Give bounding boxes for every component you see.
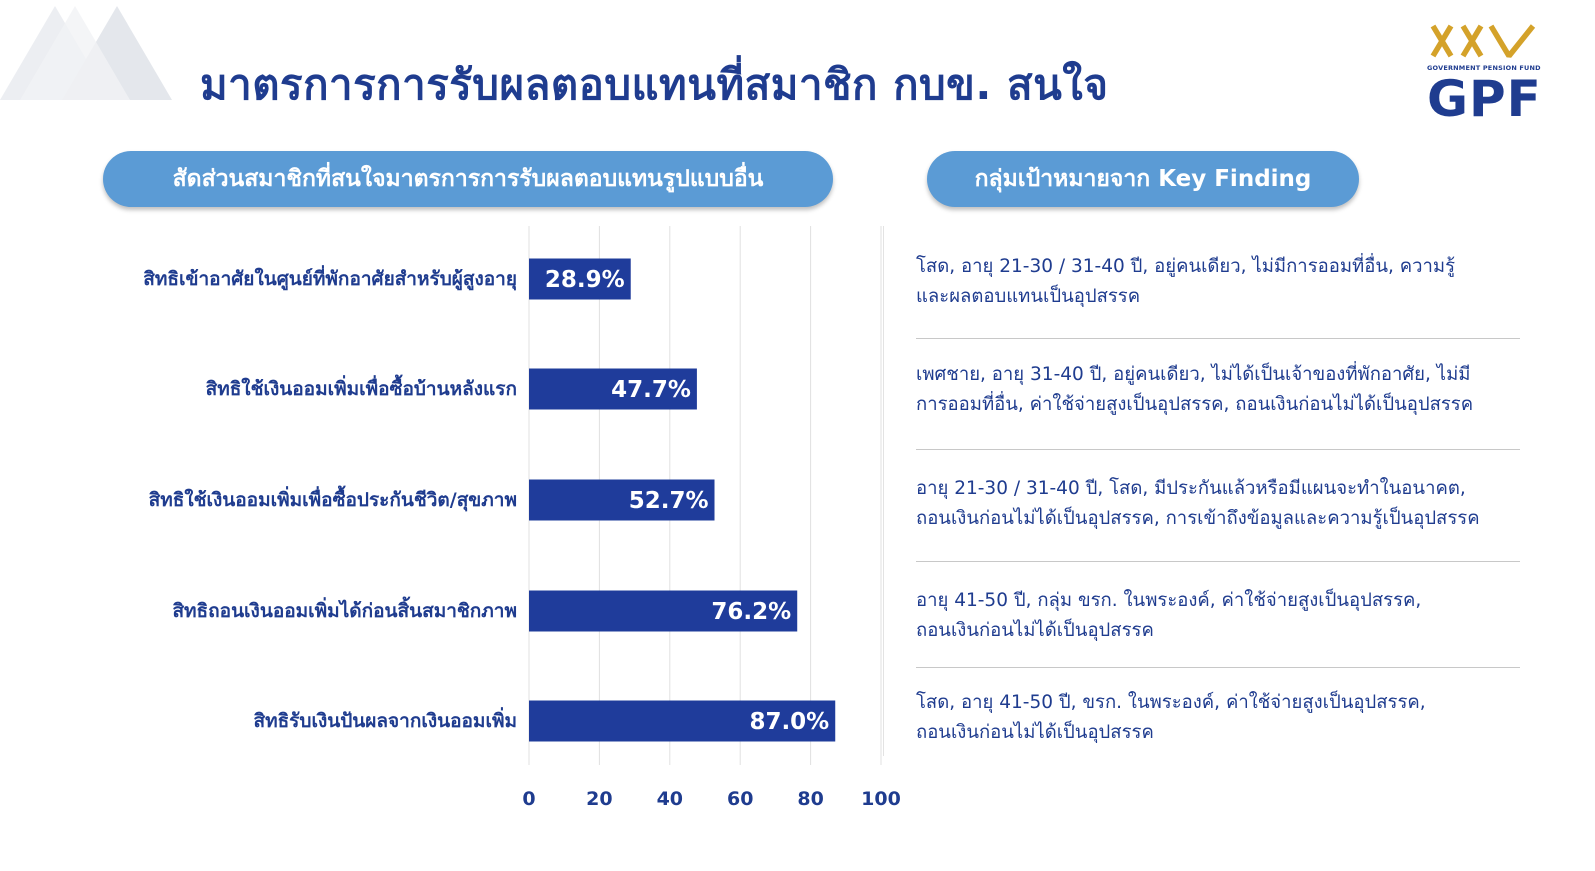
category-label: สิทธิใช้เงินออมเพิ่มเพื่อซื้อบ้านหลังแรก (206, 374, 517, 400)
chart-header-pill: สัดส่วนสมาชิกที่สนใจมาตรการการรับผลตอบแท… (103, 151, 833, 207)
category-label: สิทธิใช้เงินออมเพิ่มเพื่อซื้อประกันชีวิต… (149, 485, 517, 512)
x-tick-label: 20 (586, 788, 612, 810)
finding-item: โสด, อายุ 21-30 / 31-40 ปี, อยู่คนเดียว,… (916, 252, 1516, 312)
findings-header-pill: กลุ่มเป้าหมายจาก Key Finding (927, 151, 1359, 207)
finding-text: โสด, อายุ 41-50 ปี, ขรก. ในพระองค์, ค่าใ… (916, 692, 1426, 743)
finding-divider (916, 561, 1520, 562)
bar-value-label: 76.2% (711, 599, 791, 625)
finding-text: อายุ 41-50 ปี, กลุ่ม ขรก. ในพระองค์, ค่า… (916, 590, 1422, 641)
bar (529, 368, 697, 410)
category-label: สิทธิถอนเงินออมเพิ่มได้ก่อนสิ้นสมาชิกภาพ (172, 596, 517, 622)
bar (529, 700, 836, 742)
finding-divider (916, 667, 1520, 668)
finding-item: โสด, อายุ 41-50 ปี, ขรก. ในพระองค์, ค่าใ… (916, 688, 1516, 748)
category-label: สิทธิรับเงินปันผลจากเงินออมเพิ่ม (253, 707, 517, 732)
finding-item: อายุ 21-30 / 31-40 ปี, โสด, มีประกันแล้ว… (916, 474, 1516, 534)
x-tick-label: 60 (727, 788, 753, 810)
x-tick-label: 100 (861, 788, 900, 810)
bar-value-label: 47.7% (611, 377, 691, 403)
x-tick-label: 0 (522, 788, 535, 810)
category-label: สิทธิเข้าอาศัยในศูนย์ที่พักอาศัยสำหรับผู… (143, 265, 517, 291)
finding-text: โสด, อายุ 21-30 / 31-40 ปี, อยู่คนเดียว,… (916, 256, 1456, 307)
finding-item: เพศชาย, อายุ 31-40 ปี, อยู่คนเดียว, ไม่ไ… (916, 360, 1516, 420)
bar-value-label: 28.9% (545, 267, 625, 293)
x-tick-label: 80 (797, 788, 823, 810)
bar (529, 590, 798, 632)
decorative-triangles (0, 6, 172, 100)
finding-item: อายุ 41-50 ปี, กลุ่ม ขรก. ในพระองค์, ค่า… (916, 586, 1516, 646)
finding-divider (916, 338, 1520, 339)
bar-value-label: 87.0% (749, 709, 829, 735)
anniversary-mark-icon (1430, 24, 1536, 58)
bar-value-label: 52.7% (629, 488, 709, 514)
logo-name: GPF (1427, 70, 1542, 128)
panel-divider (883, 226, 884, 756)
bar-chart: 0 20 40 60 80 100 28.9% สิทธิเข้าอาศัยในศูนย์ที… (143, 226, 900, 810)
bar (529, 258, 631, 300)
logo-subtitle: GOVERNMENT PENSION FUND (1427, 64, 1541, 72)
x-tick-label: 40 (657, 788, 683, 810)
gpf-logo: GOVERNMENT PENSION FUND GPF (1425, 22, 1545, 132)
page-title: มาตรการการรับผลตอบแทนที่สมาชิก กบข. สนใจ (200, 60, 1109, 109)
bar (529, 479, 715, 521)
finding-divider (916, 449, 1520, 450)
finding-text: อายุ 21-30 / 31-40 ปี, โสด, มีประกันแล้ว… (916, 478, 1480, 529)
finding-text: เพศชาย, อายุ 31-40 ปี, อยู่คนเดียว, ไม่ไ… (916, 364, 1474, 415)
